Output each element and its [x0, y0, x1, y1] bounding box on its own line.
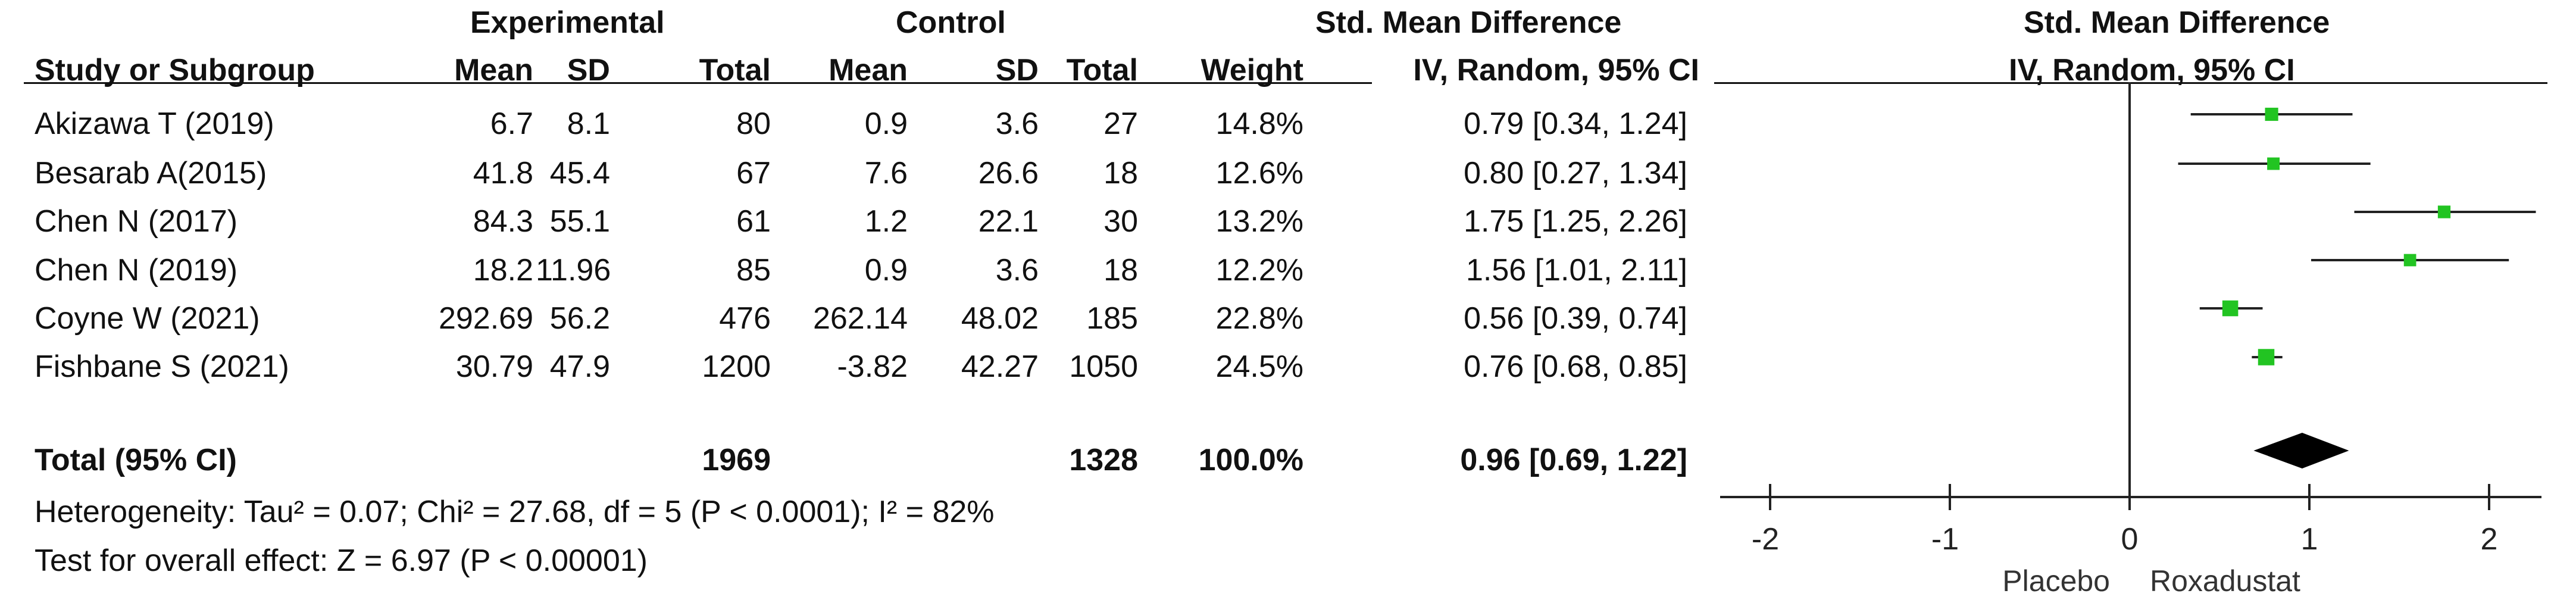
overall-effect-text: Test for overall effect: Z = 6.97 (P < 0…	[35, 543, 648, 578]
study-column-header: Study or Subgroup	[35, 53, 315, 88]
smd-header-right: Std. Mean Difference	[2024, 5, 2330, 40]
mean-control: 1.2	[864, 204, 908, 239]
ci-value: 1.56 [1.01, 2.11]	[1466, 253, 1687, 288]
n-control: 18	[1103, 156, 1138, 190]
effect-size-marker	[2267, 157, 2280, 170]
favours-left-label: Placebo	[2002, 564, 2110, 598]
weight-value: 12.2%	[1215, 253, 1303, 288]
n-experimental: 67	[736, 156, 771, 190]
sd-experimental: 47.9	[549, 349, 610, 384]
sd-control: 42.27	[961, 349, 1039, 384]
sd-experimental: 8.1	[567, 107, 610, 141]
smd-header-left: Std. Mean Difference	[1315, 5, 1622, 40]
n-experimental: 80	[736, 107, 771, 141]
study-name: Akizawa T (2019)	[35, 107, 274, 141]
effect-size-marker	[2222, 300, 2239, 317]
ci-value: 0.56 [0.39, 0.74]	[1464, 301, 1687, 336]
x-tick-label: -1	[1931, 522, 1959, 557]
n-control: 18	[1103, 253, 1138, 288]
mean-control: 0.9	[864, 253, 908, 288]
header-rule	[24, 82, 1372, 84]
ci-value: 0.79 [0.34, 1.24]	[1464, 107, 1687, 141]
ci-value: 1.75 [1.25, 2.26]	[1464, 204, 1687, 239]
sd-control: 48.02	[961, 301, 1039, 336]
n-experimental: 476	[719, 301, 771, 336]
study-name: Besarab A(2015)	[35, 156, 267, 190]
effect-size-marker	[2258, 349, 2275, 365]
mean-control: -3.82	[837, 349, 908, 384]
weight-value: 14.8%	[1215, 107, 1303, 141]
total-label: Total (95% CI)	[35, 443, 237, 477]
x-tick-label: 2	[2481, 522, 2498, 557]
n-control: 1050	[1069, 349, 1138, 384]
mean-c-header: Mean	[829, 53, 908, 88]
favours-right-label: Roxadustat	[2150, 564, 2300, 598]
mean-control: 7.6	[864, 156, 908, 190]
x-tick-label: 0	[2121, 522, 2139, 557]
study-name: Coyne W (2021)	[35, 301, 260, 336]
effect-size-marker	[2265, 107, 2278, 121]
ci-value: 0.76 [0.68, 0.85]	[1464, 349, 1687, 384]
x-tick-label: -2	[1752, 522, 1779, 557]
pooled-effect-diamond	[2253, 433, 2349, 468]
total-n-experimental: 1969	[702, 443, 771, 477]
heterogeneity-text: Heterogeneity: Tau² = 0.07; Chi² = 27.68…	[35, 495, 995, 529]
mean-experimental: 292.69	[438, 301, 533, 336]
mean-experimental: 30.79	[455, 349, 533, 384]
weight-header: Weight	[1201, 53, 1303, 88]
mean-control: 0.9	[864, 107, 908, 141]
effect-size-marker	[2403, 254, 2416, 267]
study-name: Fishbane S (2021)	[35, 349, 289, 384]
total-c-header: Total	[1066, 53, 1138, 88]
n-control: 30	[1103, 204, 1138, 239]
n-experimental: 85	[736, 253, 771, 288]
sd-experimental: 55.1	[549, 204, 610, 239]
weight-value: 13.2%	[1215, 204, 1303, 239]
total-ci: 0.96 [0.69, 1.22]	[1460, 443, 1687, 477]
sd-experimental: 45.4	[549, 156, 610, 190]
n-control: 27	[1103, 107, 1138, 141]
total-n-control: 1328	[1069, 443, 1138, 477]
mean-experimental: 84.3	[473, 204, 533, 239]
method-header-left: IV, Random, 95% CI	[1413, 53, 1699, 88]
mean-e-header: Mean	[454, 53, 533, 88]
mean-experimental: 6.7	[490, 107, 533, 141]
weight-value: 24.5%	[1215, 349, 1303, 384]
sd-experimental: 56.2	[549, 301, 610, 336]
total-weight: 100.0%	[1198, 443, 1303, 477]
x-tick-label: 1	[2301, 522, 2318, 557]
mean-experimental: 18.2	[473, 253, 533, 288]
n-experimental: 61	[736, 204, 771, 239]
sd-control: 3.6	[995, 107, 1039, 141]
n-control: 185	[1086, 301, 1138, 336]
sd-control: 3.6	[995, 253, 1039, 288]
study-name: Chen N (2017)	[35, 204, 238, 239]
sd-e-header: SD	[567, 53, 610, 88]
sd-control: 22.1	[978, 204, 1039, 239]
method-header-right: IV, Random, 95% CI	[2009, 53, 2295, 88]
sd-control: 26.6	[978, 156, 1039, 190]
mean-experimental: 41.8	[473, 156, 533, 190]
experimental-header: Experimental	[470, 5, 665, 40]
control-header: Control	[896, 5, 1006, 40]
study-name: Chen N (2019)	[35, 253, 238, 288]
weight-value: 22.8%	[1215, 301, 1303, 336]
sd-experimental: 11.96	[536, 253, 611, 288]
effect-size-marker	[2437, 205, 2451, 218]
n-experimental: 1200	[702, 349, 771, 384]
weight-value: 12.6%	[1215, 156, 1303, 190]
sd-c-header: SD	[995, 53, 1039, 88]
total-e-header: Total	[699, 53, 771, 88]
ci-value: 0.80 [0.27, 1.34]	[1464, 156, 1687, 190]
mean-control: 262.14	[812, 301, 908, 336]
